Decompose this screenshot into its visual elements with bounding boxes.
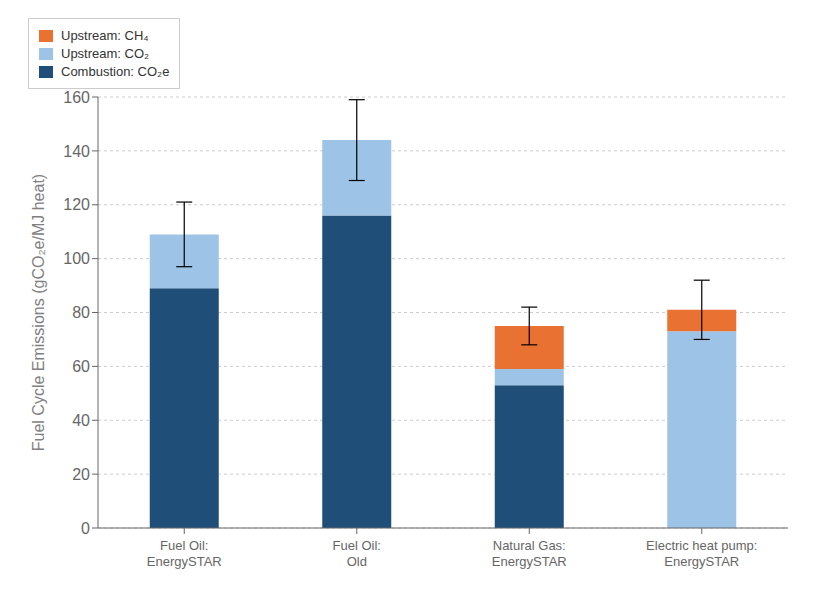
- svg-text:160: 160: [63, 89, 90, 106]
- svg-text:100: 100: [63, 250, 90, 267]
- svg-text:Fuel Oil:EnergySTAR: Fuel Oil:EnergySTAR: [147, 538, 222, 569]
- svg-text:Electric heat pump:EnergySTAR: Electric heat pump:EnergySTAR: [646, 538, 757, 569]
- svg-text:0: 0: [81, 520, 90, 537]
- svg-text:140: 140: [63, 143, 90, 160]
- svg-text:20: 20: [72, 466, 90, 483]
- svg-text:Fuel Oil:Old: Fuel Oil:Old: [333, 538, 381, 569]
- html-text:Combustion: CO₂e: Combustion: CO₂e: [61, 64, 170, 79]
- svg-text:40: 40: [72, 412, 90, 429]
- svg-text:Natural Gas:EnergySTAR: Natural Gas:EnergySTAR: [492, 538, 567, 569]
- svg-text:120: 120: [63, 196, 90, 213]
- html-text:Upstream: CH₄: Upstream: CH₄: [61, 28, 149, 43]
- svg-text:60: 60: [72, 358, 90, 375]
- html-text:Upstream: CO₂: Upstream: CO₂: [61, 46, 150, 61]
- svg-text:80: 80: [72, 304, 90, 321]
- svg-text:Fuel Cycle Emissions (gCO₂e/MJ: Fuel Cycle Emissions (gCO₂e/MJ heat): [30, 174, 47, 451]
